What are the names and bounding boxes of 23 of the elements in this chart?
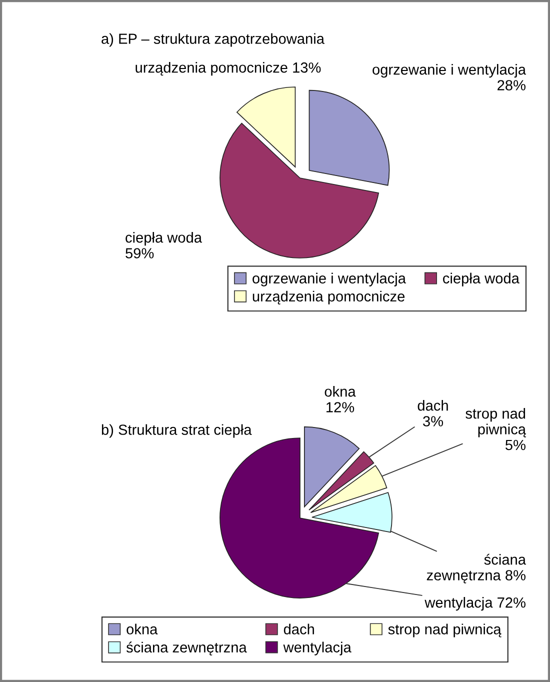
legend-label: ściana zewnętrzna — [126, 642, 247, 656]
slice-label: ogrzewanie i wentylacja — [372, 64, 526, 78]
chart-title: a) EP – struktura zapotrzebowania — [102, 33, 324, 47]
legend-label: okna — [126, 624, 158, 634]
data-label: 59% — [126, 248, 154, 258]
legend-label: ogrzewanie i wentylacja — [252, 272, 406, 286]
slice-label: strop nad piwnicą — [466, 408, 526, 438]
data-label: 5% — [506, 440, 526, 450]
category-label: wentylacja 72% — [424, 597, 526, 611]
text: b) Struktura strat ciepła — [102, 424, 252, 438]
legend-label: strop nad piwnicą — [388, 624, 502, 638]
legend-label: wentylacja — [283, 642, 352, 656]
slice-label: dach — [418, 400, 448, 411]
legend-label: ciepła woda — [443, 272, 520, 286]
legend-label: urządzenia pomocnicze — [252, 290, 405, 304]
data-label: 3% — [423, 416, 444, 426]
data-label: 28% — [498, 80, 526, 90]
slice-label: ciepła woda — [126, 232, 202, 246]
data-label: 12% — [326, 402, 354, 412]
slice-label: okna — [324, 386, 356, 397]
category-label: ściana zewnętrzna 8% — [426, 554, 526, 584]
category-label: urządzenia pomocnicze 13% — [136, 62, 321, 76]
legend-label: dach — [284, 624, 314, 634]
